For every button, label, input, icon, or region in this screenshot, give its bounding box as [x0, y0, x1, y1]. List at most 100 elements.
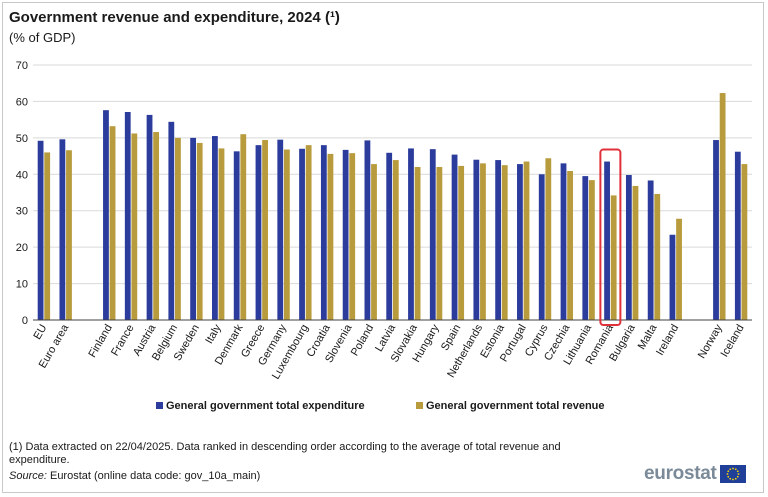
bar-eu-revenue: [44, 152, 51, 320]
bar-ireland-revenue: [676, 218, 682, 320]
source-line: Source: Eurostat (online data code: gov_…: [9, 470, 260, 483]
y-tick-label: 70: [16, 60, 28, 72]
bar-ireland-expenditure: [669, 234, 676, 320]
x-tick-label: EU: [31, 322, 49, 341]
flag-star: [734, 477, 737, 480]
bar-cyprus-expenditure: [538, 174, 545, 320]
bar-norway-expenditure: [713, 140, 719, 320]
bar-lithuania-revenue: [588, 180, 595, 320]
y-tick-label: 40: [16, 169, 28, 181]
flag-star: [728, 477, 731, 480]
bar-denmark-expenditure: [233, 151, 240, 320]
footnote: (1) Data extracted on 22/04/2025. Data r…: [9, 441, 561, 466]
bar-france-expenditure: [124, 111, 131, 320]
bar-bulgaria-revenue: [632, 185, 639, 320]
bar-italy-expenditure: [211, 136, 218, 320]
bar-iceland-revenue: [741, 164, 748, 320]
bar-spain-expenditure: [451, 154, 458, 320]
bar-hungary-revenue: [436, 167, 443, 320]
legend: General government total expenditure Gen…: [156, 400, 605, 412]
bar-croatia-expenditure: [320, 145, 327, 320]
bar-latvia-revenue: [392, 160, 399, 320]
y-tick-label: 20: [16, 242, 28, 254]
x-tick-label: Italy: [203, 322, 224, 346]
bar-netherlands-revenue: [480, 163, 486, 320]
bar-norway-revenue: [719, 93, 726, 320]
bar-sweden-expenditure: [190, 137, 197, 320]
legend-label-revenue: General government total revenue: [426, 400, 605, 412]
y-tick-label: 50: [16, 133, 28, 145]
bar-hungary-expenditure: [429, 149, 436, 320]
bar-estonia-expenditure: [495, 160, 502, 320]
bar-luxembourg-revenue: [305, 145, 312, 320]
y-tick-label: 60: [16, 96, 28, 108]
bar-finland-expenditure: [103, 110, 109, 321]
y-tick-label: 30: [16, 206, 28, 218]
bar-czechia-expenditure: [560, 163, 567, 320]
bar-netherlands-expenditure: [473, 159, 480, 320]
bar-slovakia-expenditure: [408, 148, 414, 320]
bar-austria-expenditure: [146, 114, 153, 321]
bar-slovenia-revenue: [349, 153, 356, 320]
flag-star: [734, 468, 737, 471]
flag-star: [736, 475, 739, 478]
bar-austria-revenue: [153, 132, 160, 320]
bar-france-revenue: [131, 133, 138, 320]
bar-malta-expenditure: [647, 180, 654, 320]
bar-estonia-revenue: [501, 165, 508, 320]
bar-luxembourg-expenditure: [299, 148, 305, 320]
eu-flag-icon: [719, 465, 746, 483]
flag-star: [726, 475, 729, 478]
bar-poland-expenditure: [364, 140, 371, 320]
bar-germany-revenue: [283, 149, 290, 320]
bar-bulgaria-expenditure: [625, 175, 632, 320]
y-axis-ticks: 0 10 20 30 40 50 60 70: [16, 60, 28, 327]
y-tick-label: 10: [16, 279, 28, 291]
bar-greece-revenue: [262, 140, 268, 320]
flag-star: [728, 468, 731, 471]
bar-portugal-revenue: [523, 161, 530, 320]
flag-star: [731, 478, 734, 481]
bar-finland-revenue: [109, 126, 116, 320]
bar-czechia-revenue: [567, 171, 574, 320]
bar-greece-expenditure: [255, 145, 262, 320]
chart-subtitle: (% of GDP): [9, 30, 76, 45]
grid-lines: [33, 64, 752, 285]
source-text: Eurostat (online data code: gov_10a_main…: [46, 470, 261, 482]
bar-slovakia-revenue: [414, 167, 421, 320]
legend-swatch-expenditure: [156, 402, 163, 409]
bar-belgium-revenue: [175, 137, 181, 320]
y-tick-label: 0: [22, 315, 28, 327]
bar-portugal-expenditure: [517, 164, 523, 320]
bar-malta-revenue: [654, 193, 661, 320]
highlight-box: [599, 148, 622, 326]
bar-eu-expenditure: [37, 140, 44, 320]
bar-denmark-revenue: [240, 134, 247, 320]
flag-star: [726, 470, 729, 473]
bar-germany-expenditure: [277, 139, 284, 320]
bar-sweden-revenue: [196, 142, 203, 320]
bar-romania-expenditure: [604, 161, 610, 320]
bar-croatia-revenue: [327, 153, 334, 320]
bar-italy-revenue: [218, 148, 225, 320]
legend-swatch-revenue: [416, 402, 423, 409]
bar-slovenia-expenditure: [342, 149, 349, 320]
bars: [37, 93, 748, 321]
bar-iceland-expenditure: [734, 151, 741, 320]
flag-star: [726, 473, 728, 475]
flag-star: [737, 473, 739, 475]
flag-star: [736, 470, 739, 473]
chart-title: Government revenue and expenditure, 2024…: [9, 9, 340, 26]
legend-label-expenditure: General government total expenditure: [166, 400, 365, 412]
bar-poland-revenue: [371, 164, 377, 320]
source-label: Source:: [9, 470, 47, 482]
eurostat-wordmark: eurostat: [644, 463, 717, 484]
bar-spain-revenue: [458, 165, 465, 320]
bar-euro-area-revenue: [66, 150, 72, 320]
flag-star: [731, 467, 734, 470]
bar-cyprus-revenue: [545, 158, 552, 320]
bar-romania-revenue: [610, 195, 617, 320]
bar-belgium-expenditure: [168, 121, 175, 320]
